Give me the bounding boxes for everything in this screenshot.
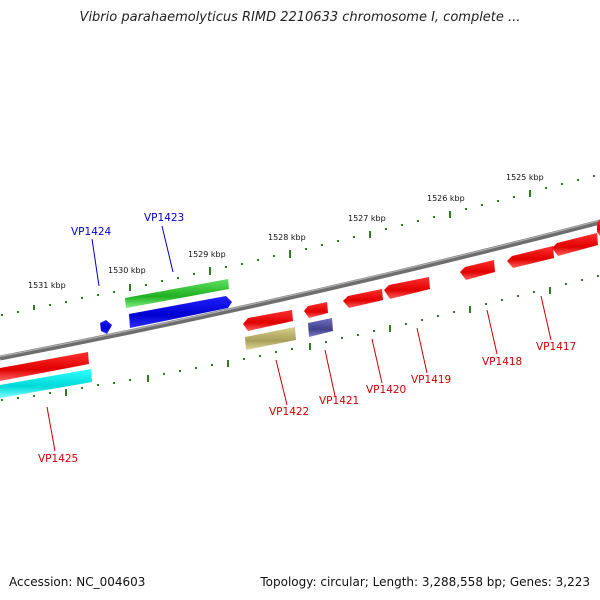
scale-ticks-upper [1,175,595,316]
gene-vp1419[interactable] [384,277,430,299]
gene-vp1424[interactable] [100,320,112,334]
gene-label-vp1419[interactable]: VP1419 [411,374,451,386]
accession-text: Accession: NC_004603 [9,575,146,589]
gene-vp1423-green[interactable] [125,279,229,308]
scale-label: 1529 kbp [188,250,226,259]
label-leader-lines [46,225,552,452]
gene-vp1420[interactable] [343,289,383,308]
gene-partial-right[interactable] [597,219,600,236]
gene-vp1417-a[interactable] [507,246,554,268]
scale-label: 1526 kbp [427,194,465,203]
gene-vp1425-cyan[interactable] [0,369,92,398]
gene-label-vp1421[interactable]: VP1421 [319,395,359,407]
gene-label-vp1425[interactable]: VP1425 [38,453,78,465]
gene-vp1421-purple[interactable] [308,318,333,337]
gene-label-vp1422[interactable]: VP1422 [269,406,309,418]
gene-vp1422-olive[interactable] [245,327,296,350]
scale-label: 1530 kbp [108,266,146,275]
gene-vp1418[interactable] [460,260,495,280]
scale-ticks-lower [1,275,599,401]
gene-label-vp1417[interactable]: VP1417 [536,341,576,353]
scale-label: 1528 kbp [268,233,306,242]
gene-label-vp1424[interactable]: VP1424 [71,226,112,238]
chromosome-backbone [0,219,600,361]
gene-label-vp1423[interactable]: VP1423 [144,212,184,224]
gene-vp1417-b[interactable] [552,233,598,256]
gene-vp1423-blue[interactable] [129,296,232,328]
topology-text: Topology: circular; Length: 3,288,558 bp… [260,575,590,589]
map-title: Vibrio parahaemolyticus RIMD 2210633 chr… [79,10,521,25]
gene-vp1421-red[interactable] [304,302,328,318]
scale-label: 1525 kbp [506,173,544,182]
gene-vp1422-red[interactable] [243,310,293,331]
scale-label: 1531 kbp [28,281,66,290]
gene-label-vp1418[interactable]: VP1418 [482,356,522,368]
scale-label: 1527 kbp [348,214,386,223]
gene-label-vp1420[interactable]: VP1420 [366,384,406,396]
gene-vp1425-red[interactable] [0,352,89,381]
